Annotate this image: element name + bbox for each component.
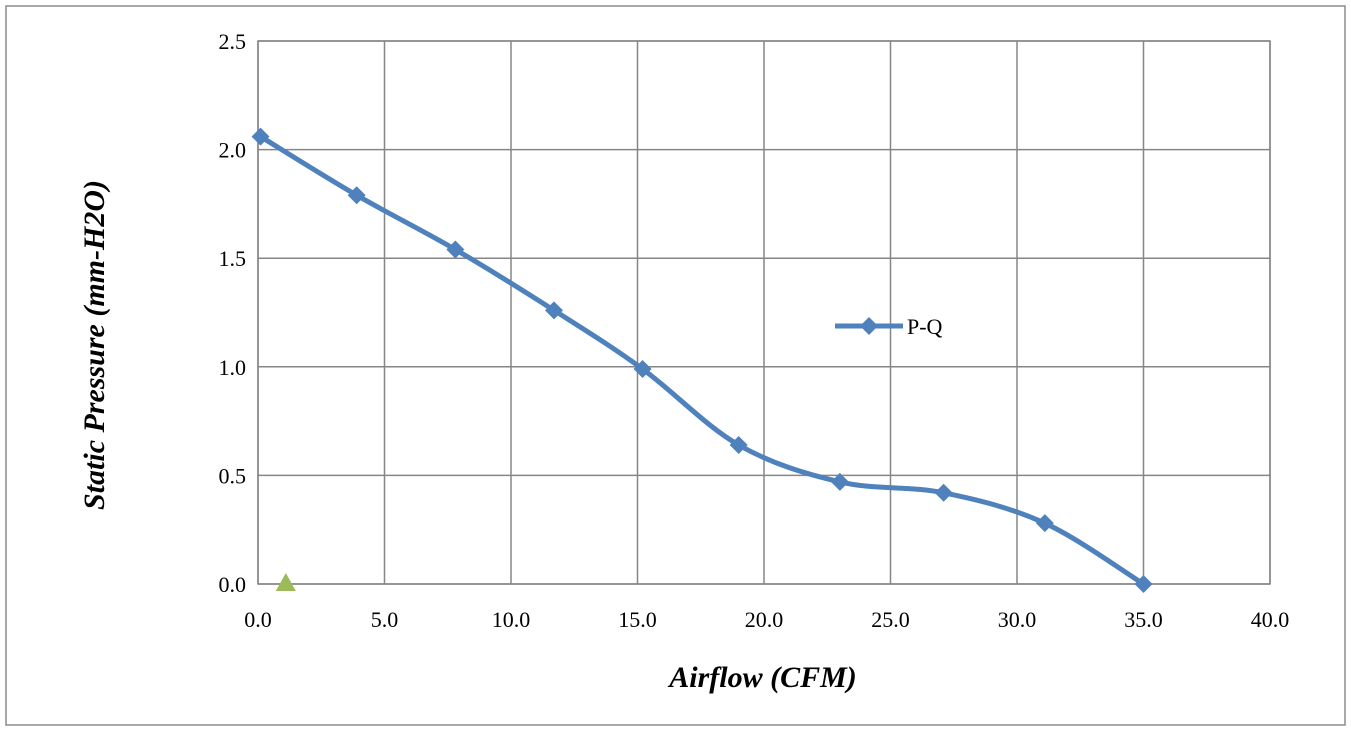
y-tick-label: 0.5 <box>219 463 247 488</box>
data-point-diamond <box>446 240 465 259</box>
data-point-diamond <box>251 127 270 146</box>
y-tick-label: 1.0 <box>219 355 247 380</box>
series-line <box>258 134 1146 587</box>
x-tick-label: 40.0 <box>1251 607 1290 632</box>
data-point-diamond <box>1035 514 1054 533</box>
x-tick-label: 5.0 <box>371 607 399 632</box>
legend: P-Q <box>835 314 943 339</box>
x-axis-title: Airflow (CFM) <box>667 661 857 694</box>
x-tick-label: 0.0 <box>244 607 272 632</box>
x-tick-label: 15.0 <box>618 607 657 632</box>
data-point-diamond <box>830 472 849 491</box>
series-layer <box>251 127 1153 593</box>
x-tick-label: 25.0 <box>871 607 910 632</box>
y-tick-label: 1.5 <box>219 246 247 271</box>
data-point-triangle <box>275 573 296 591</box>
data-point-diamond <box>347 186 366 205</box>
legend-label-p-q: P-Q <box>907 314 943 339</box>
y-tick-label: 2.5 <box>219 29 247 54</box>
plot-area-frame <box>257 40 1271 585</box>
data-point-diamond <box>545 301 564 320</box>
data-point-diamond <box>1134 575 1153 593</box>
data-point-diamond <box>729 435 748 454</box>
x-tick-label: 20.0 <box>745 607 784 632</box>
y-tick-label: 0.0 <box>219 572 247 597</box>
legend-marker-diamond <box>860 317 878 335</box>
y-tick-label: 2.0 <box>219 138 247 163</box>
x-tick-label: 35.0 <box>1124 607 1163 632</box>
y-axis-title: Static Pressure (mm-H2O) <box>78 180 111 510</box>
data-point-diamond <box>633 359 652 378</box>
data-point-diamond <box>934 483 953 502</box>
tick-labels: 0.0 5.0 10.0 15.0 20.0 25.0 30.0 35.0 40.0 0.0 0.5… <box>219 29 1290 632</box>
chart-border <box>5 5 1346 726</box>
x-tick-label: 10.0 <box>492 607 531 632</box>
x-tick-label: 30.0 <box>998 607 1037 632</box>
